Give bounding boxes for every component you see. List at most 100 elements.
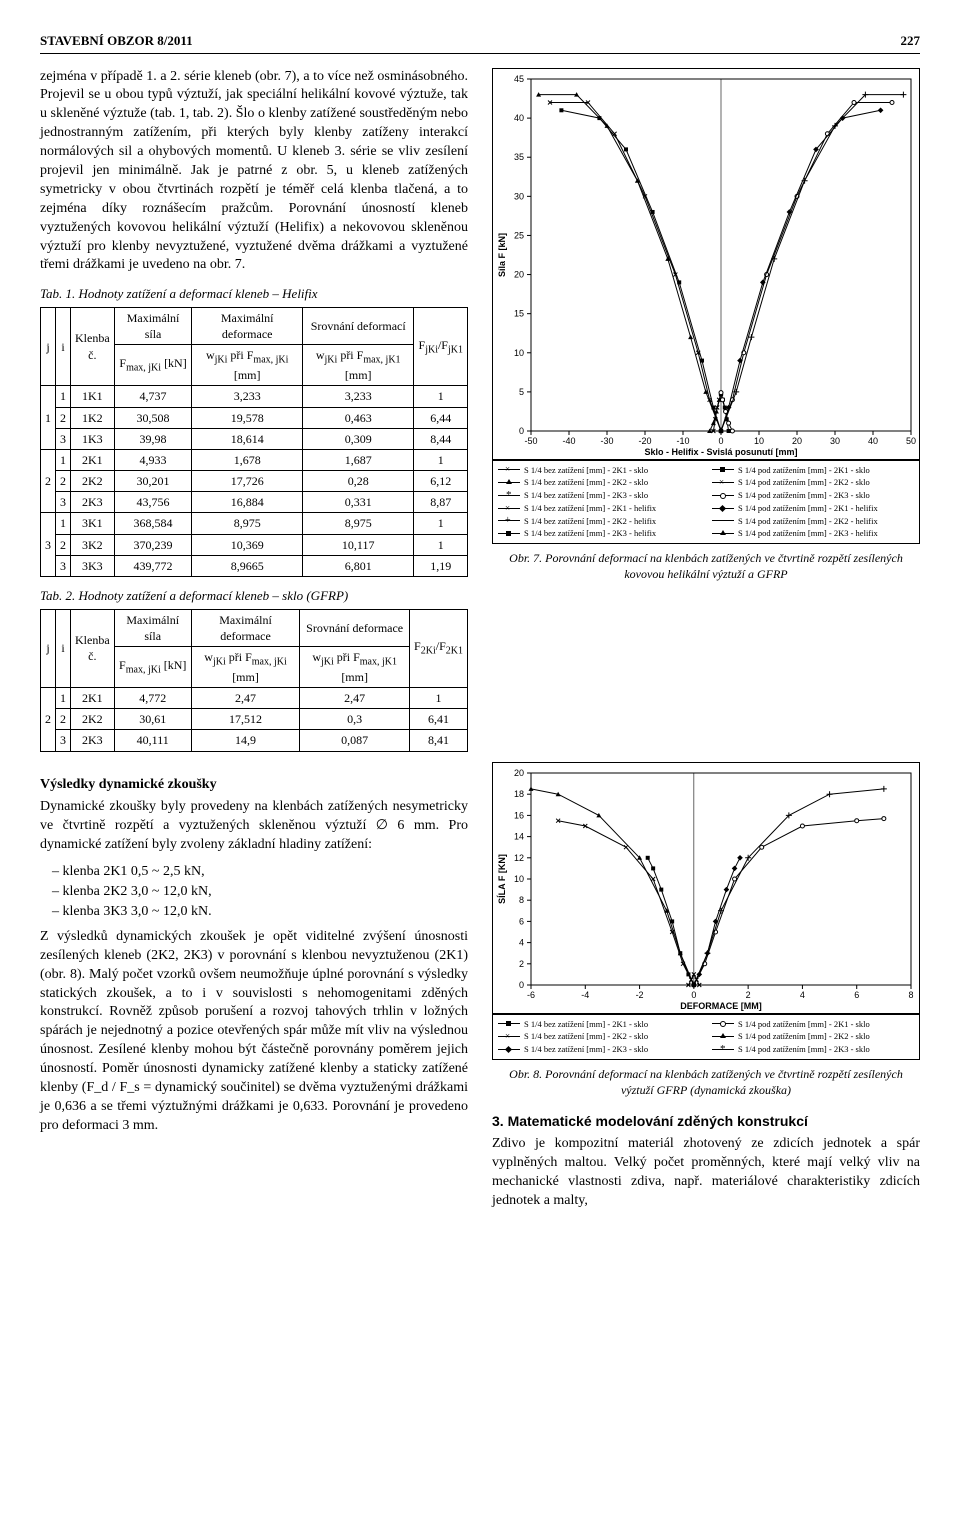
cell: 2	[56, 534, 71, 555]
cell: 39,98	[114, 428, 192, 449]
legend-marker-icon	[498, 1049, 520, 1050]
legend-item: S 1/4 bez zatížení [mm] - 2K1 - sklo	[498, 1018, 700, 1031]
legend-item: S 1/4 bez zatížení [mm] - 2K2 - sklo	[498, 1030, 700, 1043]
legend-label: S 1/4 pod zatížením [mm] - 2K3 - sklo	[738, 1043, 870, 1056]
svg-text:-30: -30	[600, 436, 613, 446]
list-item: klenba 3K3 3,0 ~ 12,0 kN.	[52, 903, 468, 922]
table2-caption: Tab. 2. Hodnoty zatížení a deformací kle…	[40, 587, 468, 605]
legend-marker-icon	[712, 469, 734, 470]
svg-text:2: 2	[746, 990, 751, 1000]
table-row: 33K3439,7728,96656,8011,19	[41, 555, 468, 576]
svg-text:Sklo - Helifix - Svislá posunu: Sklo - Helifix - Svislá posunutí [mm]	[644, 447, 797, 457]
th-klenba: Klenbač.	[71, 307, 115, 385]
cell: 368,584	[114, 513, 192, 534]
cell: 2K2	[71, 709, 115, 730]
svg-text:20: 20	[792, 436, 802, 446]
table-1: j i Klenbač. Maximální síla Maximální de…	[40, 307, 468, 577]
svg-text:8: 8	[519, 895, 524, 905]
svg-text:-4: -4	[581, 990, 589, 1000]
svg-text:35: 35	[514, 152, 524, 162]
th-max-sila: Maximální síla	[114, 307, 192, 344]
svg-text:16: 16	[514, 810, 524, 820]
bottom-left: Výsledky dynamické zkoušky Dynamické zko…	[40, 762, 468, 1219]
svg-text:0: 0	[519, 980, 524, 990]
cell: 3K2	[71, 534, 115, 555]
legend-marker-icon	[712, 1036, 734, 1037]
cell: 30,61	[114, 709, 191, 730]
legend-item: S 1/4 pod zatížením [mm] - 2K3 - helifix	[712, 527, 914, 540]
t2-s1: Fmax, jKi [kN]	[114, 646, 191, 687]
svg-text:15: 15	[514, 308, 524, 318]
cell: 2K2	[71, 471, 115, 492]
chart-8-legend: S 1/4 bez zatížení [mm] - 2K1 - skloS 1/…	[492, 1014, 920, 1060]
dyn-para-b: Z výsledků dynamických zkoušek je opět v…	[40, 928, 468, 1136]
cell: 3K3	[71, 555, 115, 576]
cell: 43,756	[114, 492, 192, 513]
legend-label: S 1/4 bez zatížení [mm] - 2K1 - helifix	[524, 502, 656, 515]
table-row: 22K230,20117,7260,286,12	[41, 471, 468, 492]
legend-label: S 1/4 pod zatížením [mm] - 2K1 - sklo	[738, 1018, 870, 1031]
cell: 1,678	[192, 449, 302, 470]
legend-label: S 1/4 pod zatížením [mm] - 2K2 - sklo	[738, 1030, 870, 1043]
cell: 30,201	[114, 471, 192, 492]
svg-text:30: 30	[830, 436, 840, 446]
svg-text:Síla F [kN]: Síla F [kN]	[497, 233, 507, 277]
page-header: STAVEBNÍ OBZOR 8/2011 227	[40, 32, 920, 54]
legend-item: S 1/4 pod zatížením [mm] - 2K2 - helifix	[712, 515, 914, 528]
svg-text:10: 10	[754, 436, 764, 446]
legend-label: S 1/4 bez zatížení [mm] - 2K3 - helifix	[524, 527, 656, 540]
cell: 0,3	[300, 709, 410, 730]
cell: 1K2	[71, 407, 115, 428]
cell: 1,19	[414, 555, 468, 576]
legend-label: S 1/4 bez zatížení [mm] - 2K2 - helifix	[524, 515, 656, 528]
cell: 10,117	[302, 534, 414, 555]
legend-item: S 1/4 pod zatížením [mm] - 2K2 - sklo	[712, 1030, 914, 1043]
legend-label: S 1/4 bez zatížení [mm] - 2K3 - sklo	[524, 489, 648, 502]
th-sub3: wjKi při Fmax, jK1 [mm]	[302, 345, 414, 386]
chart-8-caption: Obr. 8. Porovnání deformací na klenbách …	[492, 1066, 920, 1098]
legend-label: S 1/4 pod zatížením [mm] - 2K2 - sklo	[738, 476, 870, 489]
table1-caption: Tab. 1. Hodnoty zatížení a deformací kle…	[40, 285, 468, 303]
cell: 40,111	[114, 730, 191, 751]
cell: 2K3	[71, 730, 115, 751]
cell: 3,233	[302, 386, 414, 407]
svg-text:SÍLA F [KN]: SÍLA F [KN]	[497, 854, 507, 904]
legend-label: S 1/4 bez zatížení [mm] - 2K2 - sklo	[524, 476, 648, 489]
cell: 10,369	[192, 534, 302, 555]
table-row: 111K14,7373,2333,2331	[41, 386, 468, 407]
cell: 6,41	[410, 709, 468, 730]
table-row: 21K230,50819,5780,4636,44	[41, 407, 468, 428]
th-sub2: wjKi při Fmax, jKi [mm]	[192, 345, 302, 386]
table-2: j i Klenbač. Maximální síla Maximální de…	[40, 609, 468, 752]
th-max-def: Maximální deformace	[192, 307, 302, 344]
legend-marker-icon	[712, 482, 734, 483]
legend-label: S 1/4 pod zatížením [mm] - 2K3 - sklo	[738, 489, 870, 502]
legend-label: S 1/4 pod zatížením [mm] - 2K1 - sklo	[738, 464, 870, 477]
svg-text:-20: -20	[638, 436, 651, 446]
svg-text:12: 12	[514, 852, 524, 862]
top-columns: zejména v případě 1. a 2. série kleneb (…	[40, 68, 920, 762]
legend-label: S 1/4 pod zatížením [mm] - 2K1 - helifix	[738, 502, 878, 515]
cell: 2	[41, 449, 56, 513]
table-row: 31K339,9818,6140,3098,44	[41, 428, 468, 449]
table-row: 32K343,75616,8840,3318,87	[41, 492, 468, 513]
t2-j: j	[41, 609, 56, 687]
table-row: 212K14,9331,6781,6871	[41, 449, 468, 470]
cell: 4,933	[114, 449, 192, 470]
cell: 4,772	[114, 688, 191, 709]
svg-text:0: 0	[519, 426, 524, 436]
t2-h1: Maximální síla	[114, 609, 191, 646]
cell: 6,12	[414, 471, 468, 492]
right-column: -50-40-30-20-100102030405005101520253035…	[492, 68, 920, 762]
cell: 2,47	[191, 688, 299, 709]
cell: 8,975	[192, 513, 302, 534]
legend-label: S 1/4 bez zatížení [mm] - 2K1 - sklo	[524, 464, 648, 477]
svg-text:0: 0	[691, 990, 696, 1000]
svg-text:5: 5	[519, 386, 524, 396]
cell: 2	[41, 688, 56, 752]
svg-text:-40: -40	[562, 436, 575, 446]
svg-text:18: 18	[514, 789, 524, 799]
legend-marker-icon	[498, 469, 520, 470]
cell: 16,884	[192, 492, 302, 513]
cell: 3,233	[192, 386, 302, 407]
